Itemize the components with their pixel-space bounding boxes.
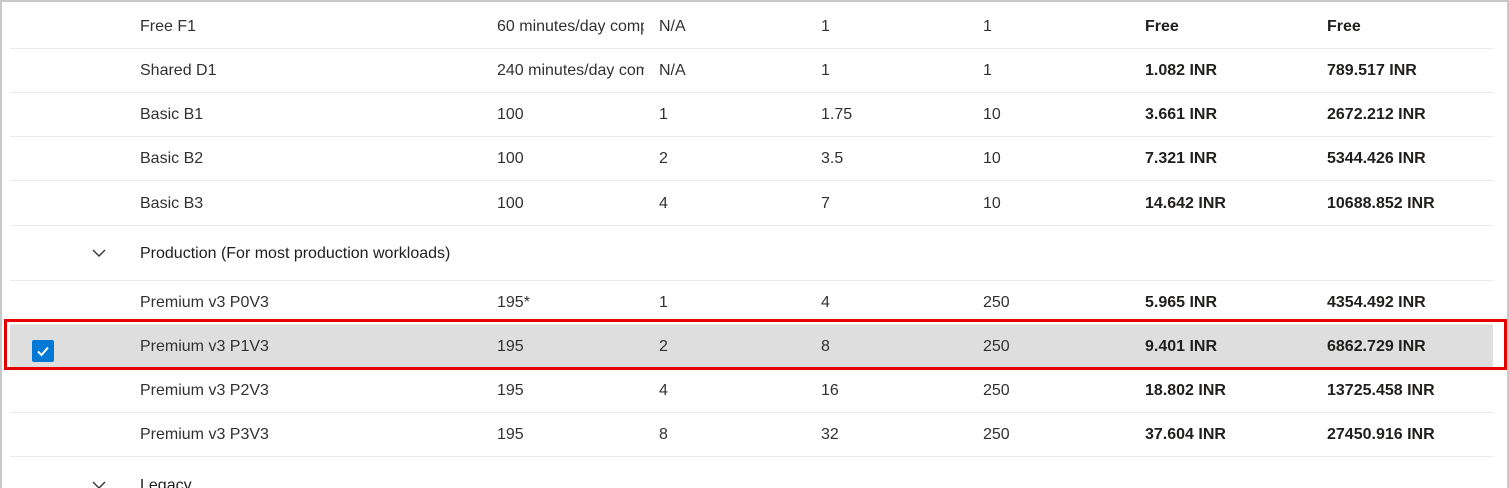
monthly-price: 6862.729 INR — [1327, 338, 1426, 355]
table-row[interactable]: Premium v3 P0V3 195* 1 4 250 5.965 INR 4… — [10, 281, 1493, 325]
tier-name: Premium v3 P0V3 — [140, 294, 269, 311]
table-row[interactable]: Shared D1 240 minutes/day compute N/A 1 … — [10, 49, 1493, 93]
table-row[interactable]: Premium v3 P2V3 195 4 16 250 18.802 INR … — [10, 369, 1493, 413]
selection-highlight — [4, 319, 1507, 370]
acu-value: 240 minutes/day compute — [497, 62, 644, 79]
vcpu-value: 2 — [659, 150, 668, 167]
acu-value: 195 — [497, 426, 524, 443]
storage-value: 10 — [983, 195, 1001, 212]
table-row[interactable]: Free F1 60 minutes/day compute N/A 1 1 F… — [10, 5, 1493, 49]
hourly-price: 14.642 INR — [1145, 195, 1226, 212]
tier-name: Shared D1 — [140, 62, 217, 79]
chevron-down-icon[interactable] — [90, 244, 108, 262]
hourly-price: 3.661 INR — [1145, 106, 1218, 123]
tier-name: Premium v3 P1V3 — [140, 338, 269, 355]
table-row[interactable]: Basic B2 100 2 3.5 10 7.321 INR 5344.426… — [10, 137, 1493, 181]
memory-value: 3.5 — [821, 150, 844, 167]
monthly-price: Free — [1327, 18, 1361, 35]
storage-value: 250 — [983, 426, 1010, 443]
chevron-down-icon[interactable] — [90, 476, 108, 488]
memory-value: 1.75 — [821, 106, 853, 123]
tier-name: Premium v3 P3V3 — [140, 426, 269, 443]
monthly-price: 4354.492 INR — [1327, 294, 1426, 311]
acu-value: 60 minutes/day compute — [497, 18, 644, 35]
hourly-price: 9.401 INR — [1145, 338, 1218, 355]
vcpu-value: 2 — [659, 338, 668, 355]
memory-value: 1 — [821, 62, 830, 79]
memory-value: 32 — [821, 426, 839, 443]
table-row[interactable]: Basic B1 100 1 1.75 10 3.661 INR 2672.21… — [10, 93, 1493, 137]
hourly-price: 7.321 INR — [1145, 150, 1218, 167]
group-label: Legacy — [140, 477, 192, 488]
hourly-price: 18.802 INR — [1145, 382, 1226, 399]
storage-value: 250 — [983, 382, 1010, 399]
storage-value: 1 — [983, 62, 992, 79]
vcpu-value: 8 — [659, 426, 668, 443]
group-header-production[interactable]: Production (For most production workload… — [10, 226, 1493, 281]
vcpu-value: N/A — [659, 62, 686, 79]
memory-value: 16 — [821, 382, 839, 399]
storage-value: 250 — [983, 294, 1010, 311]
monthly-price: 5344.426 INR — [1327, 150, 1426, 167]
tier-name: Premium v3 P2V3 — [140, 382, 269, 399]
monthly-price: 27450.916 INR — [1327, 426, 1435, 443]
storage-value: 1 — [983, 18, 992, 35]
memory-value: 1 — [821, 18, 830, 35]
tier-name: Free F1 — [140, 18, 197, 35]
vcpu-value: 1 — [659, 106, 668, 123]
group-label: Production (For most production workload… — [140, 245, 451, 262]
acu-value: 100 — [497, 106, 524, 123]
vcpu-value: 4 — [659, 195, 668, 212]
table-row[interactable]: Basic B3 100 4 7 10 14.642 INR 10688.852… — [10, 182, 1493, 226]
vcpu-value: 1 — [659, 294, 668, 311]
memory-value: 4 — [821, 294, 830, 311]
vcpu-value: N/A — [659, 18, 686, 35]
tier-name: Basic B2 — [140, 150, 204, 167]
monthly-price: 789.517 INR — [1327, 62, 1417, 79]
acu-value: 195 — [497, 338, 524, 355]
acu-value: 195* — [497, 294, 530, 311]
monthly-price: 10688.852 INR — [1327, 195, 1435, 212]
memory-value: 8 — [821, 338, 830, 355]
hourly-price: 5.965 INR — [1145, 294, 1218, 311]
hourly-price: 1.082 INR — [1145, 62, 1218, 79]
storage-value: 10 — [983, 150, 1001, 167]
vcpu-value: 4 — [659, 382, 668, 399]
checkmark-icon — [37, 346, 49, 357]
storage-value: 10 — [983, 106, 1001, 123]
row-select-checkbox[interactable] — [32, 340, 54, 362]
group-header-legacy[interactable]: Legacy — [10, 458, 1493, 488]
hourly-price: Free — [1145, 18, 1179, 35]
acu-value: 195 — [497, 382, 524, 399]
tier-name: Basic B3 — [140, 195, 204, 212]
tier-name: Basic B1 — [140, 106, 204, 123]
acu-value: 100 — [497, 195, 524, 212]
monthly-price: 13725.458 INR — [1327, 382, 1435, 399]
table-row[interactable]: Premium v3 P3V3 195 8 32 250 37.604 INR … — [10, 413, 1493, 457]
acu-value: 100 — [497, 150, 524, 167]
hourly-price: 37.604 INR — [1145, 426, 1226, 443]
memory-value: 7 — [821, 195, 830, 212]
monthly-price: 2672.212 INR — [1327, 106, 1426, 123]
storage-value: 250 — [983, 338, 1010, 355]
